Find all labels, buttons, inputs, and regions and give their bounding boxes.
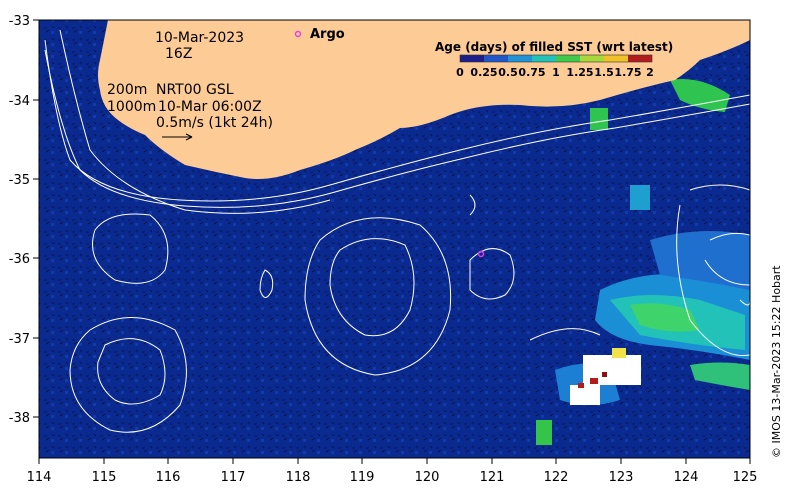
x-tick-label: 116 bbox=[156, 470, 181, 485]
map-annotations: 10-Mar-2023 16Z 200m 1000m NRT00 GSL 10-… bbox=[107, 27, 345, 141]
x-tick-label: 124 bbox=[674, 470, 699, 485]
velocity-scale-label: 0.5m/s (1kt 24h) bbox=[156, 115, 273, 131]
y-axis-labels: -33 -34 -35 -36 -37 -38 bbox=[9, 14, 30, 426]
x-tick-label: 115 bbox=[92, 470, 117, 485]
colorbar-tick: 1 bbox=[552, 66, 560, 79]
y-tick-label: -37 bbox=[9, 332, 30, 347]
colorbar-tick: 0.5 bbox=[498, 66, 518, 79]
x-tick-label: 118 bbox=[286, 470, 311, 485]
colorbar-title: Age (days) of filled SST (wrt latest) bbox=[435, 40, 673, 54]
x-tick-label: 122 bbox=[544, 470, 569, 485]
colorbar-tick: 1.75 bbox=[614, 66, 641, 79]
y-tick-label: -36 bbox=[9, 252, 30, 267]
contour-200-label: 200m bbox=[107, 82, 147, 98]
colorbar-tick: 0.75 bbox=[518, 66, 545, 79]
colorbar-tick: 2 bbox=[646, 66, 654, 79]
x-tick-label: 119 bbox=[350, 470, 375, 485]
y-tick-label: -35 bbox=[9, 173, 30, 188]
argo-label: Argo bbox=[310, 27, 345, 42]
sst-age-patches bbox=[536, 79, 750, 445]
x-tick-label: 120 bbox=[415, 470, 440, 485]
contours bbox=[44, 29, 750, 433]
velocity-arrow-head bbox=[185, 133, 193, 141]
colorbar-tick: 1.25 bbox=[566, 66, 593, 79]
x-tick-label: 121 bbox=[480, 470, 505, 485]
x-tick-label: 114 bbox=[27, 470, 52, 485]
x-tick-label: 117 bbox=[221, 470, 246, 485]
x-axis-labels: 114 115 116 117 118 119 120 121 122 123 … bbox=[27, 470, 758, 485]
contour-1000-label: 1000m bbox=[107, 99, 156, 115]
colorbar-swatches bbox=[460, 55, 652, 62]
y-tick-label: -33 bbox=[9, 14, 30, 29]
colorbar-tick: 0 bbox=[456, 66, 464, 79]
colorbar-tick: 0.25 bbox=[470, 66, 497, 79]
argo-float-marker bbox=[477, 250, 485, 258]
y-tick-label: -34 bbox=[9, 94, 30, 109]
tick-marks bbox=[33, 19, 751, 464]
time-label: 16Z bbox=[165, 46, 192, 62]
argo-legend-marker bbox=[294, 30, 302, 38]
colorbar-tick: 1.5 bbox=[594, 66, 614, 79]
colorbar: Age (days) of filled SST (wrt latest) 0 … bbox=[435, 40, 673, 79]
colorbar-frame bbox=[459, 54, 653, 63]
nrt-time-label: 10-Mar 06:00Z bbox=[158, 99, 262, 115]
plot-frame bbox=[38, 19, 751, 459]
x-tick-label: 125 bbox=[733, 470, 758, 485]
x-tick-label: 123 bbox=[609, 470, 634, 485]
map-plot-area bbox=[39, 20, 750, 458]
date-label: 10-Mar-2023 bbox=[155, 30, 244, 46]
y-tick-label: -38 bbox=[9, 411, 30, 426]
credit-text: © IMOS 13-Mar-2023 15:22 Hobart bbox=[770, 265, 783, 458]
nrt-label: NRT00 GSL bbox=[156, 82, 234, 98]
